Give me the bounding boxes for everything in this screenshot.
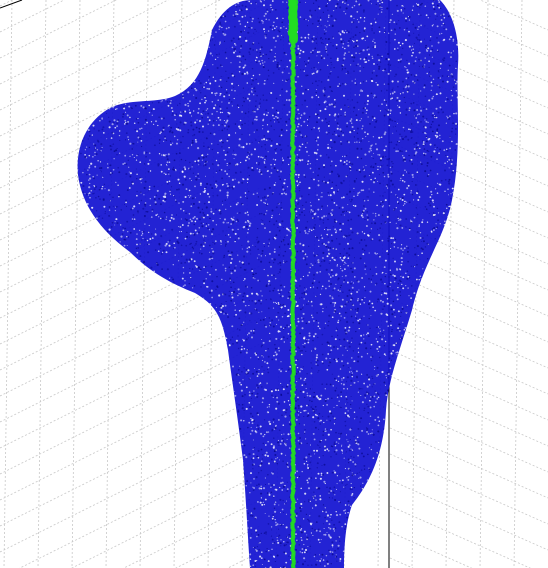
grid-line-left bbox=[71, 473, 261, 568]
grid-line-right bbox=[389, 479, 548, 551]
grid-line-left bbox=[0, 0, 13, 7]
grid-line-left bbox=[227, 551, 261, 568]
grid-line-vertical bbox=[105, 0, 115, 568]
central-axis-points bbox=[287, 0, 299, 568]
grid-line-vertical bbox=[513, 0, 523, 568]
grid-line-right bbox=[389, 427, 548, 499]
axis-corner-line bbox=[0, 0, 23, 9]
grid-line-left bbox=[0, 0, 221, 111]
grid-line-right bbox=[389, 401, 548, 473]
grid-line-left bbox=[0, 0, 117, 59]
grid-line-vertical bbox=[139, 0, 149, 568]
grid-line-left bbox=[0, 239, 261, 371]
grid-line-right bbox=[389, 323, 548, 395]
grid-line-left bbox=[0, 31, 261, 163]
grid-line-left bbox=[0, 187, 261, 319]
grid-line-vertical bbox=[445, 0, 455, 568]
grid-line-right bbox=[479, 0, 548, 31]
grid-line-left bbox=[0, 213, 261, 345]
grid-line-left bbox=[0, 265, 261, 397]
grid-line-left bbox=[0, 369, 261, 501]
grid-line-right bbox=[389, 297, 548, 369]
grid-line-right bbox=[389, 453, 548, 525]
grid-line-right bbox=[420, 0, 548, 57]
bone-surface-fill bbox=[77, 0, 459, 568]
grid-line-right bbox=[389, 531, 473, 568]
grid-line-vertical bbox=[37, 0, 47, 568]
grid-line-left bbox=[175, 525, 261, 568]
grid-line-left bbox=[0, 343, 261, 475]
grid-line-left bbox=[0, 291, 261, 423]
grid-line-vertical bbox=[3, 0, 13, 568]
axis-point bbox=[291, 565, 296, 568]
grid-line-vertical bbox=[479, 0, 489, 568]
grid-line-vertical bbox=[71, 0, 81, 568]
grid-line-left bbox=[0, 5, 261, 137]
grid-line-left bbox=[0, 395, 261, 527]
grid-line-left bbox=[19, 447, 261, 568]
grid-line-right bbox=[389, 375, 548, 447]
bone-surface-point-cloud bbox=[77, 0, 459, 568]
grid-line-left bbox=[0, 0, 65, 33]
grid-line-right bbox=[389, 505, 531, 568]
grid-line-left bbox=[123, 499, 261, 568]
grid-line-left bbox=[0, 421, 261, 553]
grid-line-left bbox=[0, 317, 261, 449]
grid-line-right bbox=[389, 557, 414, 568]
grid-line-right bbox=[389, 349, 548, 421]
grid-line-left bbox=[0, 0, 169, 85]
